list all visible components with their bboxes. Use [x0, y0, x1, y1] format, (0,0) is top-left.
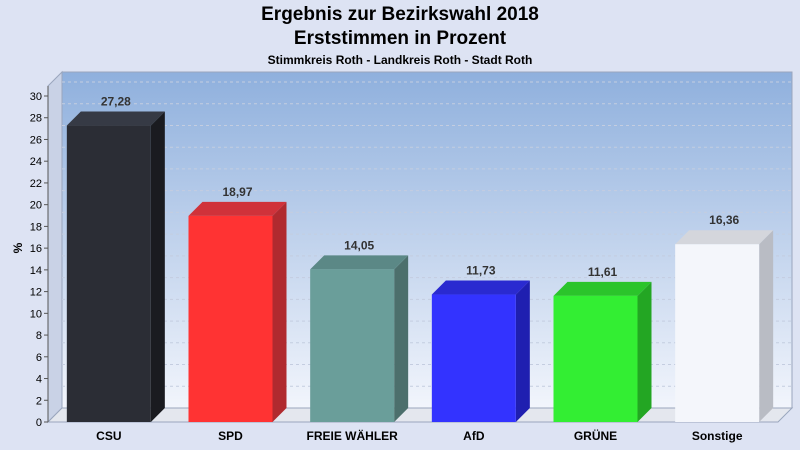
- y-tick-label: 22: [30, 178, 42, 190]
- bar-front: [66, 125, 151, 422]
- bar-csu: 27,28: [66, 95, 165, 422]
- y-tick-label: 10: [30, 308, 42, 320]
- y-axis-label: %: [11, 242, 25, 253]
- y-tick-label: 26: [30, 134, 42, 146]
- y-tick-label: 20: [30, 200, 42, 212]
- bar-side: [394, 255, 409, 422]
- y-tick-label: 24: [30, 156, 42, 168]
- bar-top: [431, 280, 530, 295]
- bar-top: [66, 111, 165, 126]
- y-tick-label: 12: [30, 287, 42, 299]
- chart-subtitle: Erststimmen in Prozent: [293, 28, 507, 49]
- bar-side: [272, 201, 287, 422]
- bar-top: [188, 201, 287, 216]
- x-tick-label: GRÜNE: [574, 428, 617, 443]
- y-tick-label: 0: [36, 417, 42, 429]
- bar-front: [310, 269, 395, 422]
- chart-region-subtitle: Stimmkreis Roth - Landkreis Roth - Stadt…: [267, 53, 533, 67]
- y-tick-label: 16: [30, 243, 42, 255]
- data-label: 11,61: [588, 265, 618, 279]
- chart-title: Ergebnis zur Bezirkswahl 2018: [261, 4, 539, 25]
- data-label: 11,73: [466, 264, 496, 278]
- bar-front: [553, 295, 638, 422]
- x-tick-label: Sonstige: [692, 429, 743, 443]
- bar-side: [637, 281, 652, 422]
- y-tick-label: 14: [30, 265, 42, 277]
- plot-side-wall: [47, 70, 63, 424]
- x-tick-label: CSU: [96, 429, 121, 443]
- data-label: 16,36: [709, 213, 739, 227]
- bar-top: [553, 281, 652, 296]
- bar-side: [150, 111, 165, 422]
- bar-side: [515, 280, 530, 422]
- plot-back-wall: [61, 71, 793, 409]
- x-axis: CSU SPD FREIE WÄHLER AfD GRÜNE Sonstige: [96, 428, 743, 443]
- gridlines: [62, 81, 792, 387]
- x-tick-label: FREIE WÄHLER: [306, 428, 398, 443]
- bar-top: [310, 255, 409, 270]
- bar-spd: 18,97: [188, 185, 287, 422]
- y-tick-label: 8: [36, 330, 42, 342]
- x-tick-label: SPD: [218, 429, 243, 443]
- y-tick-label: 18: [30, 221, 42, 233]
- data-label: 18,97: [222, 185, 252, 199]
- y-tick-label: 6: [36, 352, 42, 364]
- x-tick-label: AfD: [463, 429, 485, 443]
- bar-top: [675, 230, 774, 245]
- y-tick-label: 28: [30, 113, 42, 125]
- bar-grüne: 11,61: [553, 265, 652, 422]
- y-tick-label: 30: [30, 91, 42, 103]
- bar-freie-wähler: 14,05: [310, 238, 409, 422]
- bars: 27,28 18,97 14,05 11,73 11,61 16,36: [66, 95, 774, 422]
- bar-front: [675, 244, 760, 422]
- y-tick-label: 2: [36, 395, 42, 407]
- bar-sonstige: 16,36: [675, 213, 774, 422]
- data-label: 14,05: [344, 238, 374, 252]
- bar-front: [431, 294, 516, 422]
- y-tick-label: 4: [36, 374, 42, 386]
- bar-side: [759, 230, 774, 422]
- data-label: 27,28: [101, 95, 131, 109]
- bar-front: [188, 215, 273, 422]
- bar-afd: 11,73: [431, 264, 530, 422]
